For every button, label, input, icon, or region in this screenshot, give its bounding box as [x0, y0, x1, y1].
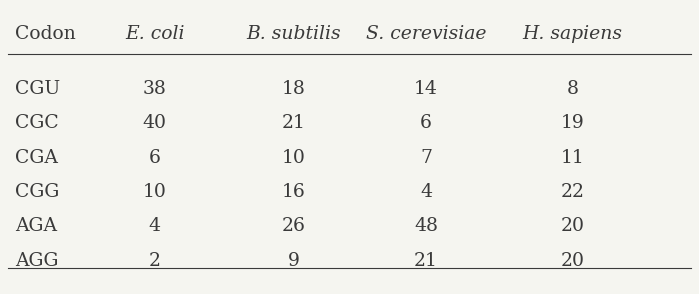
- Text: 38: 38: [143, 80, 166, 98]
- Text: H. sapiens: H. sapiens: [522, 25, 622, 43]
- Text: 11: 11: [561, 149, 584, 167]
- Text: 20: 20: [561, 252, 584, 270]
- Text: 6: 6: [420, 114, 432, 132]
- Text: 6: 6: [149, 149, 161, 167]
- Text: 48: 48: [414, 218, 438, 235]
- Text: 2: 2: [149, 252, 161, 270]
- Text: 18: 18: [282, 80, 305, 98]
- Text: 16: 16: [282, 183, 305, 201]
- Text: 14: 14: [414, 80, 438, 98]
- Text: 21: 21: [282, 114, 305, 132]
- Text: S. cerevisiae: S. cerevisiae: [366, 25, 487, 43]
- Text: 40: 40: [143, 114, 166, 132]
- Text: 22: 22: [561, 183, 584, 201]
- Text: 21: 21: [414, 252, 438, 270]
- Text: CGA: CGA: [15, 149, 58, 167]
- Text: 9: 9: [288, 252, 300, 270]
- Text: 8: 8: [566, 80, 578, 98]
- Text: CGU: CGU: [15, 80, 61, 98]
- Text: CGC: CGC: [15, 114, 59, 132]
- Text: B. subtilis: B. subtilis: [247, 25, 341, 43]
- Text: AGG: AGG: [15, 252, 59, 270]
- Text: 10: 10: [143, 183, 166, 201]
- Text: E. coli: E. coli: [125, 25, 185, 43]
- Text: 20: 20: [561, 218, 584, 235]
- Text: 7: 7: [420, 149, 432, 167]
- Text: Codon: Codon: [15, 25, 76, 43]
- Text: 10: 10: [282, 149, 305, 167]
- Text: 19: 19: [561, 114, 584, 132]
- Text: 4: 4: [149, 218, 161, 235]
- Text: CGG: CGG: [15, 183, 59, 201]
- Text: 26: 26: [282, 218, 305, 235]
- Text: AGA: AGA: [15, 218, 57, 235]
- Text: 4: 4: [420, 183, 432, 201]
